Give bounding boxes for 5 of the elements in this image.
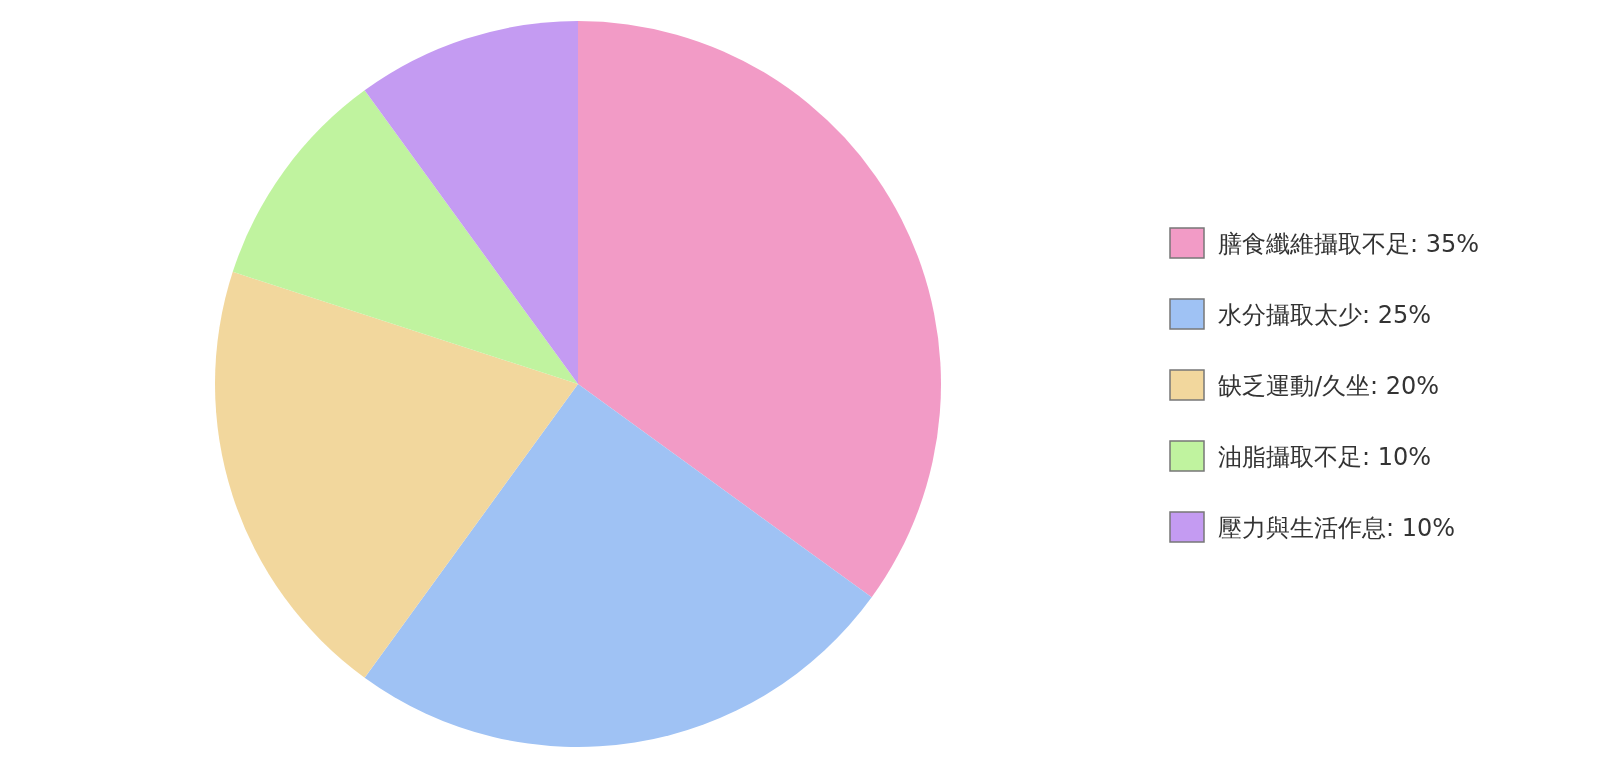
- legend-label: 水分攝取太少: 25%: [1218, 301, 1432, 329]
- legend-label: 壓力與生活作息: 10%: [1218, 514, 1456, 542]
- legend-label: 膳食纖維攝取不足: 35%: [1218, 230, 1480, 258]
- legend-label: 缺乏運動/久坐: 20%: [1218, 372, 1440, 400]
- legend-label: 油脂攝取不足: 10%: [1218, 443, 1432, 471]
